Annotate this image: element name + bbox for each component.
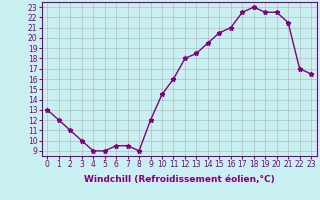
- X-axis label: Windchill (Refroidissement éolien,°C): Windchill (Refroidissement éolien,°C): [84, 175, 275, 184]
